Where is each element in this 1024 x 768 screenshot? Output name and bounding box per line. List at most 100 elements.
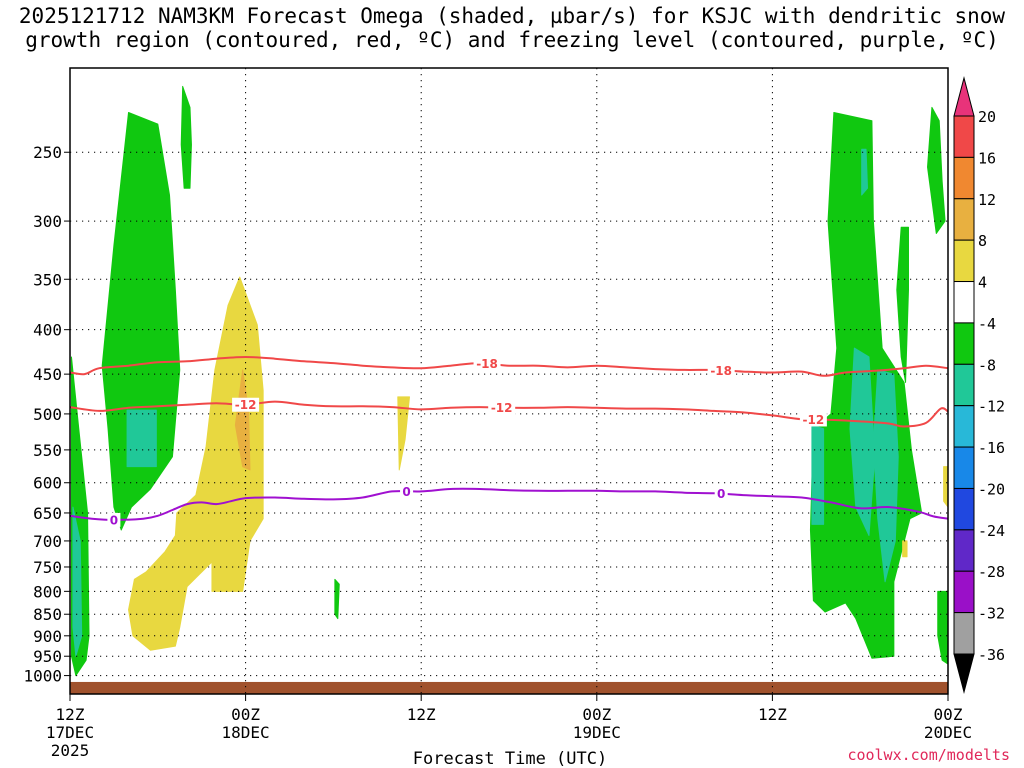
colorbar-box-0 (953, 115, 975, 158)
y-tick-label-750: 750 (33, 558, 62, 577)
x-tick-label-12-2: 18DEC (222, 723, 270, 742)
colorbar-box-2 (953, 198, 975, 241)
x-tick-label-0-2: 17DEC (46, 723, 94, 742)
title-line-1: 2025121712 NAM3KM Forecast Omega (shaded… (18, 4, 1006, 28)
colorbar-box-11 (953, 570, 975, 614)
omega-shading (70, 85, 949, 677)
colorbar-label-10: -24 (978, 522, 1005, 540)
x-tick-label-48-1: 12Z (758, 705, 787, 724)
colorbar-label-8: -16 (978, 439, 1005, 457)
omega-area-5 (128, 276, 264, 651)
colorbar-label-9: -20 (978, 480, 1005, 498)
contour-label-1-1: -12 (491, 401, 513, 415)
contour-label-1-0: -12 (235, 398, 257, 412)
x-tick-label-60-1: 00Z (934, 705, 963, 724)
grid-lines (70, 68, 948, 694)
y-tick-label-350: 350 (33, 270, 62, 289)
y-axis-ticks: 250 300 350 400 450 500 550 600 650 700 750 800 850 9… (23, 143, 70, 686)
colorbar-bottom-arrow (953, 653, 975, 694)
omega-area-2 (126, 409, 157, 468)
omega-area-4 (72, 506, 83, 657)
contour-label-bg-2-0 (107, 512, 121, 527)
contour-label-bg-2-1 (400, 484, 414, 499)
colorbar-box-1 (953, 156, 975, 200)
colorbar-box-4 (953, 281, 975, 324)
contour-label-bg-2-2 (714, 486, 728, 501)
colorbar-box-9 (953, 487, 975, 531)
y-tick-label-500: 500 (33, 405, 62, 424)
x-tick-label-0-1: 12Z (56, 705, 85, 724)
contour-label-bg-1-2 (799, 412, 827, 427)
y-tick-label-600: 600 (33, 474, 62, 493)
colorbar-box-12 (953, 612, 975, 655)
chart-title: 2025121712 NAM3KM Forecast Omega (shaded… (0, 4, 1024, 52)
omega-area-10 (927, 106, 946, 234)
colorbar-box-6 (953, 363, 975, 407)
y-tick-label-800: 800 (33, 582, 62, 601)
y-tick-label-1000: 1000 (23, 667, 62, 686)
y-tick-label-950: 950 (33, 647, 62, 666)
colorbar-label-13: -36 (978, 646, 1005, 664)
omega-area-16 (861, 148, 869, 196)
y-tick-label-550: 550 (33, 441, 62, 460)
x-tick-label-36-1: 00Z (582, 705, 611, 724)
colorbar-label-4: 4 (978, 274, 987, 292)
contour-line-1 (69, 400, 949, 428)
y-tick-label-250: 250 (33, 143, 62, 162)
colorbar-label-2: 12 (978, 191, 996, 209)
temperature-contours: -18 -18 -12 -12 -12 0 0 0 (69, 355, 949, 527)
omega-area-11 (896, 226, 909, 383)
y-tick-label-300: 300 (33, 212, 62, 231)
title-line-2: growth region (contoured, red, ºC) and f… (25, 28, 999, 52)
colorbar-label-0: 20 (978, 108, 996, 126)
credit-text: coolwx.com/modelts (847, 746, 1010, 764)
omega-area-0 (101, 111, 181, 531)
colorbar-label-7: -12 (978, 398, 1005, 416)
x-tick-label-24-1: 12Z (407, 705, 436, 724)
y-tick-label-650: 650 (33, 504, 62, 523)
colorbar-box-3 (953, 239, 975, 283)
omega-area-15 (811, 424, 825, 525)
plot-frame (69, 67, 949, 695)
x-tick-label-0-3: 2025 (51, 741, 90, 760)
contour-label-2-1: 0 (402, 485, 410, 499)
contour-label-bg-0-1 (707, 363, 735, 378)
colorbar-top-arrow (953, 76, 975, 117)
colorbar-label-1: 16 (978, 149, 996, 167)
y-tick-label-450: 450 (33, 365, 62, 384)
omega-area-13 (849, 347, 876, 537)
colorbar-label-3: 8 (978, 232, 987, 250)
colorbar-label-11: -28 (978, 563, 1005, 581)
colorbar: 20 16 12 8 4 -4 -8 -12 -16 -20 -24 -28 -32 -36 (953, 76, 1005, 694)
omega-area-8 (334, 578, 340, 620)
omega-area-1 (180, 85, 192, 189)
colorbar-box-5 (953, 322, 975, 365)
colorbar-label-6: -8 (978, 356, 996, 374)
colorbar-box-7 (953, 405, 975, 448)
contour-label-bg-1-1 (488, 400, 516, 415)
contour-label-0-0: -18 (476, 357, 498, 371)
x-tick-label-60-2: 20DEC (924, 723, 972, 742)
y-tick-label-700: 700 (33, 532, 62, 551)
surface-fill (70, 681, 948, 694)
x-tick-label-36-2: 19DEC (573, 723, 621, 742)
omega-area-7 (397, 396, 410, 471)
y-tick-label-400: 400 (33, 321, 62, 340)
contour-label-bg-1-0 (232, 397, 260, 412)
contour-label-2-0: 0 (110, 513, 118, 527)
y-tick-label-900: 900 (33, 627, 62, 646)
omega-area-12 (937, 590, 949, 665)
contour-label-0-1: -18 (710, 364, 732, 378)
colorbar-box-8 (953, 446, 975, 489)
contour-line-2 (69, 487, 949, 521)
colorbar-label-5: -4 (978, 315, 996, 333)
colorbar-label-12: -32 (978, 605, 1005, 623)
x-axis-label: Forecast Time (UTC) (413, 749, 607, 768)
y-tick-label-850: 850 (33, 605, 62, 624)
omega-area-18 (902, 540, 908, 558)
contour-label-bg-0-0 (473, 356, 501, 371)
contour-line-0 (69, 355, 949, 377)
contour-label-1-2: -12 (803, 413, 825, 427)
